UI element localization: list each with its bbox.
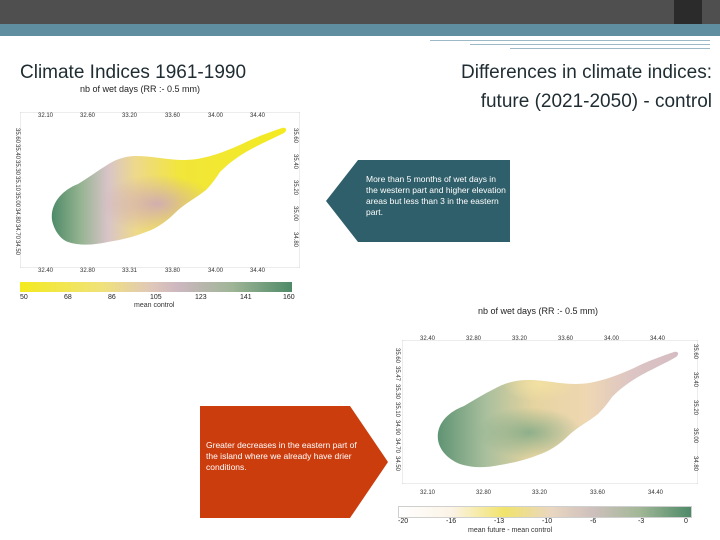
diff-colorbar-label: -16 <box>446 518 457 525</box>
control-left-tick: 35.60 <box>14 128 20 144</box>
diff-colorbar-label: -13 <box>494 518 505 525</box>
control-colorbar-label: 105 <box>150 294 162 301</box>
control-right-tick: 35.00 <box>292 206 298 222</box>
control-top-tick: 32.60 <box>80 113 96 119</box>
diff-left-tick: 34.70 <box>394 438 400 454</box>
orange-callout-shape <box>200 406 388 518</box>
control-colorbar-label: 68 <box>64 294 72 301</box>
control-top-tick: 33.20 <box>122 113 138 119</box>
diff-right-tick: 35.00 <box>692 428 698 444</box>
diff-top-tick: 33.60 <box>558 336 574 342</box>
control-map-image <box>19 111 301 269</box>
diff-map-title: nb of wet days (RR :- 0.5 mm) <box>478 306 599 316</box>
diff-bottom-tick: 34.40 <box>648 490 664 496</box>
control-top-tick: 34.00 <box>208 113 224 119</box>
control-bottom-tick: 34.00 <box>208 268 224 274</box>
orange-callout-text: Greater decreases in the eastern part of… <box>206 440 357 472</box>
right-title-line1: Differences in climate indices: <box>461 62 712 83</box>
slide-header-cap <box>674 0 702 24</box>
diff-right-tick: 35.20 <box>692 400 698 416</box>
diff-colorbar <box>398 506 692 518</box>
control-top-tick: 32.10 <box>38 113 54 119</box>
diff-colorbar-label: -6 <box>590 518 597 525</box>
control-bottom-tick: 34.40 <box>250 268 266 274</box>
diff-bottom-tick: 33.20 <box>532 490 548 496</box>
control-left-tick: 35.00 <box>14 192 20 208</box>
control-left-tick: 35.30 <box>14 160 20 176</box>
diff-left-tick: 35.10 <box>394 402 400 418</box>
control-colorbar-label: 141 <box>240 294 252 301</box>
diff-bottom-tick: 32.10 <box>420 490 436 496</box>
diff-bottom-tick: 33.60 <box>590 490 606 496</box>
diff-colorbar-label: -10 <box>542 518 553 525</box>
deco-line-2 <box>470 44 710 45</box>
control-right-tick: 35.20 <box>292 180 298 196</box>
diff-top-tick: 34.00 <box>604 336 620 342</box>
diff-colorbar-label: 0 <box>684 518 688 525</box>
diff-colorbar-label: -20 <box>398 518 409 525</box>
control-left-tick: 35.40 <box>14 144 20 160</box>
control-left-tick: 35.10 <box>14 176 20 192</box>
control-top-tick: 33.60 <box>165 113 181 119</box>
control-top-tick: 34.40 <box>250 113 266 119</box>
diff-right-tick: 35.60 <box>692 344 698 360</box>
deco-line-3 <box>510 48 710 49</box>
control-left-tick: 34.80 <box>14 208 20 224</box>
diff-top-tick: 33.20 <box>512 336 528 342</box>
diff-left-tick: 34.90 <box>394 420 400 436</box>
control-colorbar-label: 50 <box>20 294 28 301</box>
control-right-tick: 34.80 <box>292 232 298 248</box>
diff-left-tick: 35.47 <box>394 366 400 382</box>
diff-top-tick: 32.40 <box>420 336 436 342</box>
diff-map <box>401 339 699 485</box>
teal-callout-shape <box>326 160 510 242</box>
diff-colorbar-caption: mean future - mean control <box>468 527 553 534</box>
control-left-tick: 34.70 <box>14 224 20 240</box>
diff-left-tick: 35.30 <box>394 384 400 400</box>
diff-right-tick: 35.40 <box>692 372 698 388</box>
slide-header-bar <box>0 0 720 24</box>
control-colorbar-label: 160 <box>283 294 295 301</box>
diff-colorbar-label: -3 <box>638 518 645 525</box>
control-right-tick: 35.40 <box>292 154 298 170</box>
slide-accent-band <box>0 24 720 36</box>
control-colorbar-caption: mean control <box>134 302 175 309</box>
control-colorbar <box>20 282 292 292</box>
control-bottom-tick: 32.40 <box>38 268 54 274</box>
control-right-tick: 35.60 <box>292 128 298 144</box>
control-map-title: nb of wet days (RR :- 0.5 mm) <box>80 84 201 94</box>
control-bottom-tick: 33.80 <box>165 268 181 274</box>
control-map <box>19 111 301 269</box>
diff-left-tick: 34.50 <box>394 456 400 472</box>
diff-bottom-tick: 32.80 <box>476 490 492 496</box>
diff-top-tick: 32.80 <box>466 336 482 342</box>
control-left-tick: 34.50 <box>14 240 20 256</box>
diff-right-tick: 34.80 <box>692 456 698 472</box>
left-title: Climate Indices 1961-1990 <box>20 62 247 83</box>
right-title: Differences in climate indices: future (… <box>412 58 712 116</box>
right-title-line2: future (2021-2050) - control <box>480 91 712 112</box>
teal-callout-text: More than 5 months of wet days in the we… <box>366 174 506 217</box>
control-bottom-tick: 32.80 <box>80 268 96 274</box>
diff-map-image <box>401 339 699 485</box>
deco-line-1 <box>430 40 710 41</box>
control-colorbar-label: 86 <box>108 294 116 301</box>
control-colorbar-label: 123 <box>195 294 207 301</box>
diff-top-tick: 34.40 <box>650 336 666 342</box>
diff-left-tick: 35.60 <box>394 348 400 364</box>
control-bottom-tick: 33.31 <box>122 268 138 274</box>
